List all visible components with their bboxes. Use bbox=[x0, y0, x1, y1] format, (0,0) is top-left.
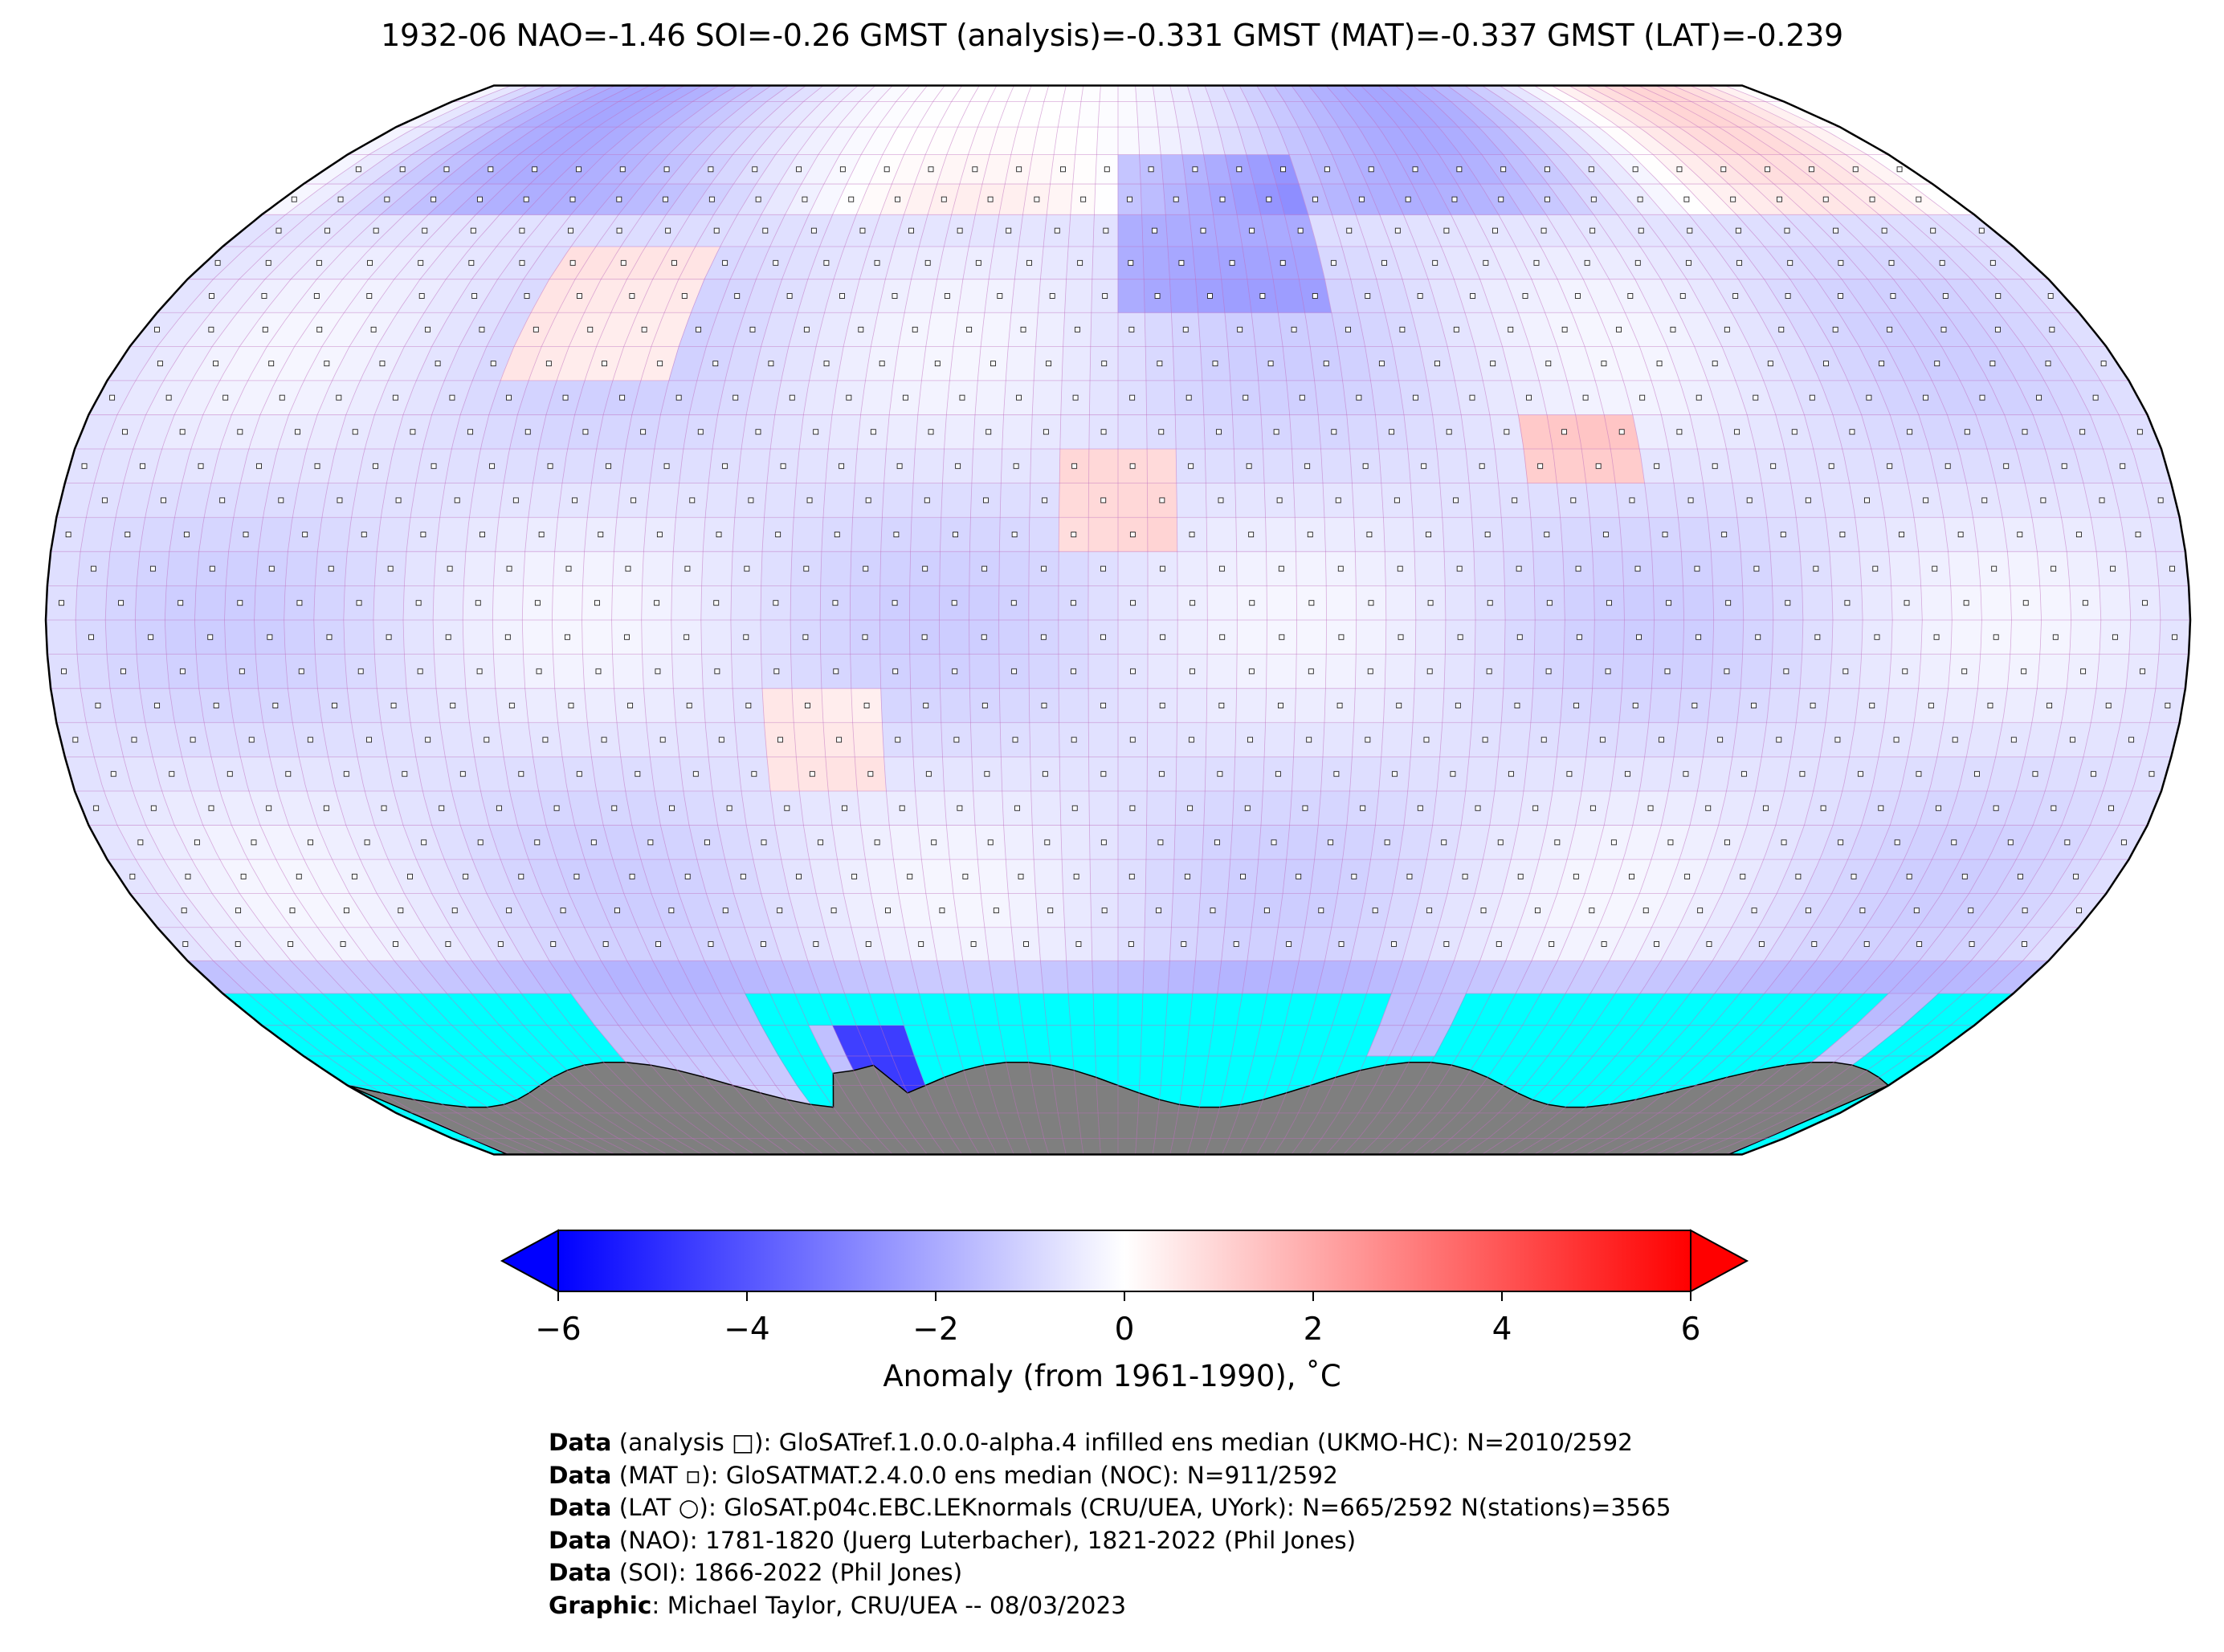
map-title: 1932-06 NAO=-1.46 SOI=-0.26 GMST (analys… bbox=[381, 18, 1843, 53]
colorbar-tick-label: −2 bbox=[912, 1311, 959, 1348]
colorbar-tick-label: −6 bbox=[535, 1311, 582, 1348]
colorbar: −6 −4 −2 0 2 4 6 bbox=[500, 1229, 1749, 1348]
colorbar-body bbox=[557, 1230, 1691, 1292]
source-lat: Data (LAT ○): GloSAT.p04c.EBC.LEKnormals… bbox=[549, 1494, 1671, 1522]
source-nao: Data (NAO): 1781-1820 (Juerg Luterbacher… bbox=[549, 1526, 1357, 1554]
colorbar-tick-label: 4 bbox=[1492, 1311, 1512, 1348]
colorbar-extend-low bbox=[500, 1229, 559, 1293]
source-mat: Data (MAT ▫): GloSATMAT.2.4.0.0 ens medi… bbox=[549, 1461, 1338, 1489]
colorbar-tick-label: 2 bbox=[1304, 1311, 1324, 1348]
data-sources: Data (analysis □): GloSATref.1.0.0.0-alp… bbox=[549, 1426, 1671, 1622]
colorbar-tick-label: 0 bbox=[1115, 1311, 1135, 1348]
colorbar-extend-high bbox=[1690, 1229, 1749, 1293]
colorbar-label: Anomaly (from 1961-1990), ˚C bbox=[883, 1359, 1341, 1393]
world-anomaly-map bbox=[44, 84, 2192, 1156]
colorbar-tick-label: −4 bbox=[724, 1311, 770, 1348]
colorbar-tick-label: 6 bbox=[1681, 1311, 1701, 1348]
source-soi: Data (SOI): 1866-2022 (Phil Jones) bbox=[549, 1559, 963, 1587]
source-analysis: Data (analysis □): GloSATref.1.0.0.0-alp… bbox=[549, 1429, 1633, 1456]
graphic-credit: Graphic: Michael Taylor, CRU/UEA -- 08/0… bbox=[549, 1591, 1126, 1619]
